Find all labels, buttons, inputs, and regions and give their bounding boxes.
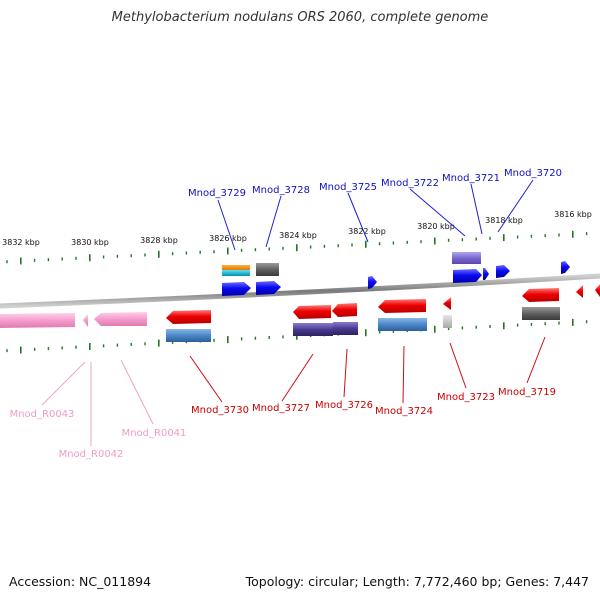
- gene-feature-mnod-3725[interactable]: [368, 276, 377, 289]
- gene-feature-mnod-3724[interactable]: [378, 299, 426, 313]
- forward-gene-labels: Mnod_3729 Mnod_3728 Mnod_3725 Mnod_3722 …: [188, 168, 562, 199]
- gene-feature-mnod-3721[interactable]: [483, 268, 489, 280]
- gene-feature-mnod-3729-cyan[interactable]: [222, 270, 250, 276]
- gene-label-mnod-3728[interactable]: Mnod_3728: [252, 185, 310, 196]
- gene-feature-mnod-3729-orange[interactable]: [222, 265, 250, 270]
- map-title: Methylobacterium nodulans ORS 2060, comp…: [111, 10, 489, 25]
- gene-feature-mnod-3726-purple[interactable]: [333, 322, 358, 335]
- gene-feature-mnod-3727-purple[interactable]: [293, 323, 333, 336]
- gene-label-mnod-r0043[interactable]: Mnod_R0043: [10, 409, 75, 420]
- rna-gene-labels: Mnod_R0043 Mnod_R0042 Mnod_R0041: [10, 409, 187, 460]
- gene-feature-mnod-3723[interactable]: [443, 297, 451, 310]
- reverse-gene-labels: Mnod_3730 Mnod_3727 Mnod_3726 Mnod_3724 …: [191, 387, 556, 417]
- gene-feature-mnod-3730-steel[interactable]: [166, 329, 211, 342]
- gene-feature-mnod-3720[interactable]: [496, 265, 510, 278]
- gene-feature-far-right[interactable]: [561, 261, 570, 274]
- gene-label-mnod-3725[interactable]: Mnod_3725: [319, 182, 377, 193]
- gene-feature-mnod-3728-gray[interactable]: [256, 263, 279, 276]
- gene-feature-mnod-3727[interactable]: [293, 305, 331, 319]
- reverse-features: [0, 284, 600, 342]
- gene-feature-mnod-3726[interactable]: [332, 303, 357, 317]
- gene-feature-mnod-3728[interactable]: [256, 281, 281, 295]
- rna-feature-mnod-r0043[interactable]: [0, 313, 75, 328]
- gene-label-mnod-r0041[interactable]: Mnod_R0041: [122, 428, 187, 439]
- scale-label: 3828 kbp: [140, 236, 178, 245]
- gene-feature-mnod-3722-lav[interactable]: [452, 252, 481, 264]
- scale-label: 3818 kbp: [485, 216, 523, 225]
- gene-label-mnod-3720[interactable]: Mnod_3720: [504, 168, 562, 179]
- gene-label-mnod-3719[interactable]: Mnod_3719: [498, 387, 556, 398]
- gene-label-mnod-3726[interactable]: Mnod_3726: [315, 400, 373, 411]
- gene-label-mnod-3723[interactable]: Mnod_3723: [437, 392, 495, 403]
- gene-feature-mnod-3719[interactable]: [522, 288, 559, 302]
- genome-backbone: [0, 273, 600, 309]
- forward-features: [222, 252, 570, 296]
- gene-feature-far-right-red-2[interactable]: [595, 284, 600, 297]
- upper-tick-row: [6, 230, 588, 265]
- gene-feature-mnod-3722[interactable]: [453, 269, 482, 283]
- gene-label-mnod-r0042[interactable]: Mnod_R0042: [59, 449, 124, 460]
- reverse-leader-lines: [189, 336, 546, 404]
- gene-label-mnod-3729[interactable]: Mnod_3729: [188, 188, 246, 199]
- scale-label: 3832 kbp: [2, 238, 40, 247]
- rna-feature-mnod-r0041[interactable]: [94, 312, 147, 326]
- rna-leader-lines: [41, 359, 154, 446]
- gene-label-mnod-3724[interactable]: Mnod_3724: [375, 406, 433, 417]
- gene-feature-far-right-red-1[interactable]: [576, 285, 583, 298]
- rna-feature-mnod-r0042[interactable]: [83, 314, 88, 327]
- gene-label-mnod-3721[interactable]: Mnod_3721: [442, 173, 500, 184]
- gene-feature-mnod-3729[interactable]: [222, 282, 251, 296]
- gene-label-mnod-3727[interactable]: Mnod_3727: [252, 403, 310, 414]
- scale-label: 3826 kbp: [209, 234, 247, 243]
- gene-feature-mnod-3723-light[interactable]: [443, 315, 452, 328]
- gene-feature-mnod-3730[interactable]: [166, 310, 211, 324]
- scale-label: 3816 kbp: [554, 210, 592, 219]
- gene-label-mnod-3722[interactable]: Mnod_3722: [381, 178, 439, 189]
- scale-label: 3830 kbp: [71, 238, 109, 247]
- gene-feature-mnod-3724-steel[interactable]: [378, 318, 427, 331]
- scale-label: 3824 kbp: [279, 231, 317, 240]
- scale-label: 3822 kbp: [348, 227, 386, 236]
- forward-leader-lines: [217, 179, 534, 251]
- gene-label-mnod-3730[interactable]: Mnod_3730: [191, 405, 249, 416]
- scale-label: 3820 kbp: [417, 222, 455, 231]
- genome-summary-text: Topology: circular; Length: 7,772,460 bp…: [245, 574, 589, 589]
- gene-feature-mnod-3719-gray[interactable]: [522, 307, 560, 320]
- accession-text: Accession: NC_011894: [9, 574, 152, 589]
- scale-labels: 3832 kbp 3830 kbp 3828 kbp 3826 kbp 3824…: [2, 210, 592, 247]
